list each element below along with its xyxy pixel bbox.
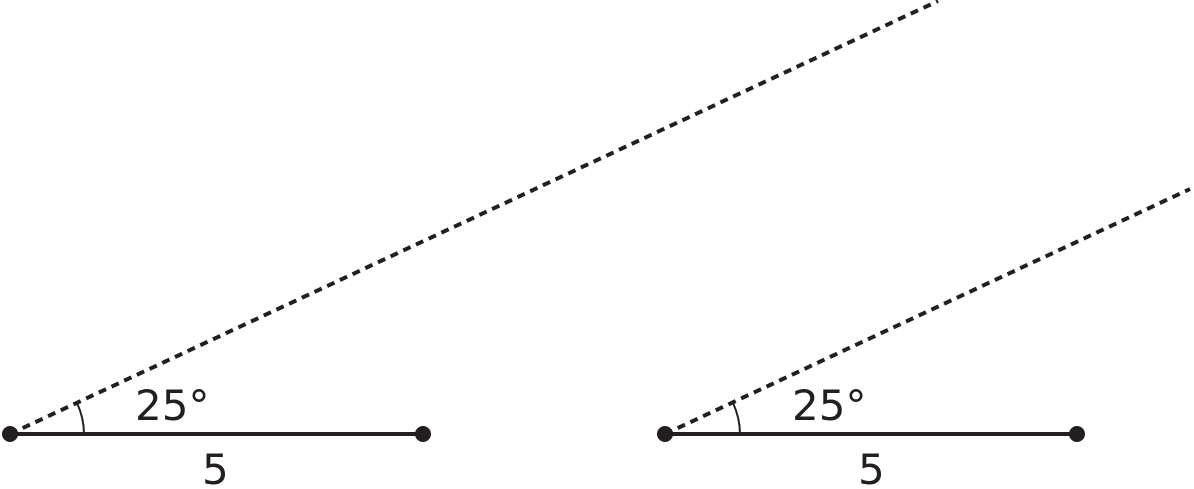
angle-label: 25°	[792, 381, 866, 430]
endpoint	[1069, 426, 1085, 442]
vertex-point	[2, 426, 18, 442]
endpoint	[415, 426, 431, 442]
side-label: 5	[202, 445, 229, 489]
figure-left: 25° 5	[2, 0, 939, 489]
side-label: 5	[858, 445, 885, 489]
angle-arc	[76, 402, 85, 435]
vertex-point	[657, 426, 673, 442]
dashed-ray	[9, 0, 939, 436]
angle-label: 25°	[135, 381, 209, 430]
dashed-ray	[664, 187, 1191, 436]
figure-right: 25° 5	[657, 187, 1191, 489]
angle-arc	[732, 402, 741, 435]
